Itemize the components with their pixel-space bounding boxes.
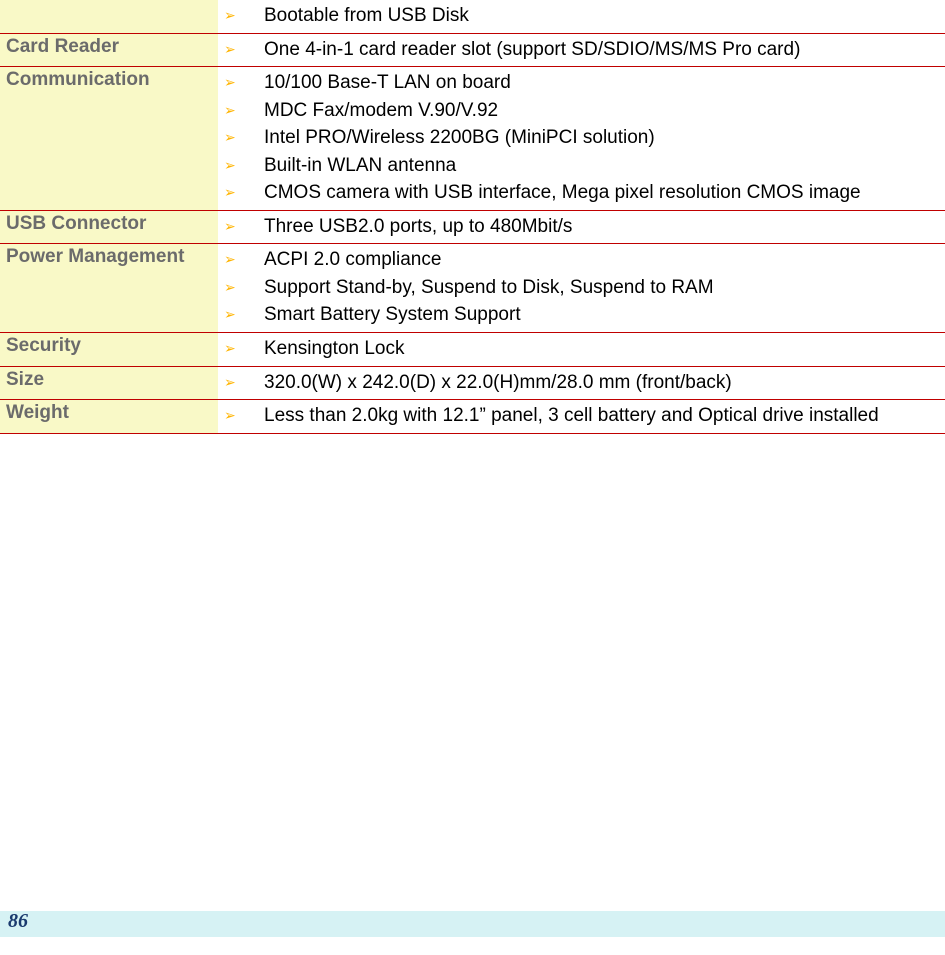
list-item-text: Kensington Lock <box>264 335 939 363</box>
row-content: ➢One 4-in-1 card reader slot (support SD… <box>218 33 945 67</box>
bullet-icon: ➢ <box>224 213 264 236</box>
list-item: ➢Intel PRO/Wireless 2200BG (MiniPCI solu… <box>224 124 939 152</box>
list-item: ➢Kensington Lock <box>224 335 939 363</box>
list-item-text: CMOS camera with USB interface, Mega pix… <box>264 179 939 207</box>
bullet-icon: ➢ <box>224 274 264 297</box>
list-item-text: Bootable from USB Disk <box>264 2 939 30</box>
list-item: ➢One 4-in-1 card reader slot (support SD… <box>224 36 939 64</box>
bullet-icon: ➢ <box>224 369 264 392</box>
list-item: ➢Support Stand-by, Suspend to Disk, Susp… <box>224 274 939 302</box>
list-item-text: Intel PRO/Wireless 2200BG (MiniPCI solut… <box>264 124 939 152</box>
list-item: ➢Smart Battery System Support <box>224 301 939 329</box>
list-item-text: Three USB2.0 ports, up to 480Mbit/s <box>264 213 939 241</box>
row-label: Card Reader <box>0 33 218 67</box>
table-row: USB Connector➢Three USB2.0 ports, up to … <box>0 210 945 244</box>
row-label: Communication <box>0 67 218 211</box>
row-content: ➢320.0(W) x 242.0(D) x 22.0(H)mm/28.0 mm… <box>218 366 945 400</box>
row-content: ➢Kensington Lock <box>218 333 945 367</box>
list-item: ➢ACPI 2.0 compliance <box>224 246 939 274</box>
list-item: ➢Built-in WLAN antenna <box>224 152 939 180</box>
list-item: ➢CMOS camera with USB interface, Mega pi… <box>224 179 939 207</box>
list-item-text: 10/100 Base-T LAN on board <box>264 69 939 97</box>
row-content: ➢ACPI 2.0 compliance➢Support Stand-by, S… <box>218 244 945 333</box>
row-content: ➢Less than 2.0kg with 12.1” panel, 3 cel… <box>218 400 945 434</box>
list-item-text: MDC Fax/modem V.90/V.92 <box>264 97 939 125</box>
spec-tbody: ➢Bootable from USB DiskCard Reader➢One 4… <box>0 0 945 433</box>
bullet-icon: ➢ <box>224 124 264 147</box>
list-item: ➢Bootable from USB Disk <box>224 2 939 30</box>
bullet-icon: ➢ <box>224 402 264 425</box>
table-row: Communication➢10/100 Base-T LAN on board… <box>0 67 945 211</box>
list-item: ➢Three USB2.0 ports, up to 480Mbit/s <box>224 213 939 241</box>
list-item-text: One 4-in-1 card reader slot (support SD/… <box>264 36 939 64</box>
row-label: USB Connector <box>0 210 218 244</box>
bullet-icon: ➢ <box>224 335 264 358</box>
row-label: Weight <box>0 400 218 434</box>
table-row: Power Management➢ACPI 2.0 compliance➢Sup… <box>0 244 945 333</box>
bullet-icon: ➢ <box>224 179 264 202</box>
spec-table: ➢Bootable from USB DiskCard Reader➢One 4… <box>0 0 945 434</box>
page-number: 86 <box>8 910 28 933</box>
list-item-text: Support Stand-by, Suspend to Disk, Suspe… <box>264 274 939 302</box>
bullet-icon: ➢ <box>224 301 264 324</box>
list-item-text: Less than 2.0kg with 12.1” panel, 3 cell… <box>264 402 939 430</box>
list-item-text: 320.0(W) x 242.0(D) x 22.0(H)mm/28.0 mm … <box>264 369 939 397</box>
table-row: Card Reader➢One 4-in-1 card reader slot … <box>0 33 945 67</box>
table-row: Size➢320.0(W) x 242.0(D) x 22.0(H)mm/28.… <box>0 366 945 400</box>
table-row: Security➢Kensington Lock <box>0 333 945 367</box>
list-item-text: Built-in WLAN antenna <box>264 152 939 180</box>
bullet-icon: ➢ <box>224 97 264 120</box>
row-label: Security <box>0 333 218 367</box>
page-root: ➢Bootable from USB DiskCard Reader➢One 4… <box>0 0 945 955</box>
list-item: ➢320.0(W) x 242.0(D) x 22.0(H)mm/28.0 mm… <box>224 369 939 397</box>
table-row: Weight➢Less than 2.0kg with 12.1” panel,… <box>0 400 945 434</box>
footer-bar <box>0 911 945 937</box>
bullet-icon: ➢ <box>224 2 264 25</box>
row-label: Power Management <box>0 244 218 333</box>
row-label: Size <box>0 366 218 400</box>
list-item: ➢10/100 Base-T LAN on board <box>224 69 939 97</box>
bullet-icon: ➢ <box>224 69 264 92</box>
list-item: ➢Less than 2.0kg with 12.1” panel, 3 cel… <box>224 402 939 430</box>
bullet-icon: ➢ <box>224 246 264 269</box>
bullet-icon: ➢ <box>224 36 264 59</box>
list-item-text: Smart Battery System Support <box>264 301 939 329</box>
list-item: ➢MDC Fax/modem V.90/V.92 <box>224 97 939 125</box>
bullet-icon: ➢ <box>224 152 264 175</box>
list-item-text: ACPI 2.0 compliance <box>264 246 939 274</box>
row-content: ➢10/100 Base-T LAN on board➢MDC Fax/mode… <box>218 67 945 211</box>
table-row: ➢Bootable from USB Disk <box>0 0 945 33</box>
row-label <box>0 0 218 33</box>
row-content: ➢Three USB2.0 ports, up to 480Mbit/s <box>218 210 945 244</box>
row-content: ➢Bootable from USB Disk <box>218 0 945 33</box>
